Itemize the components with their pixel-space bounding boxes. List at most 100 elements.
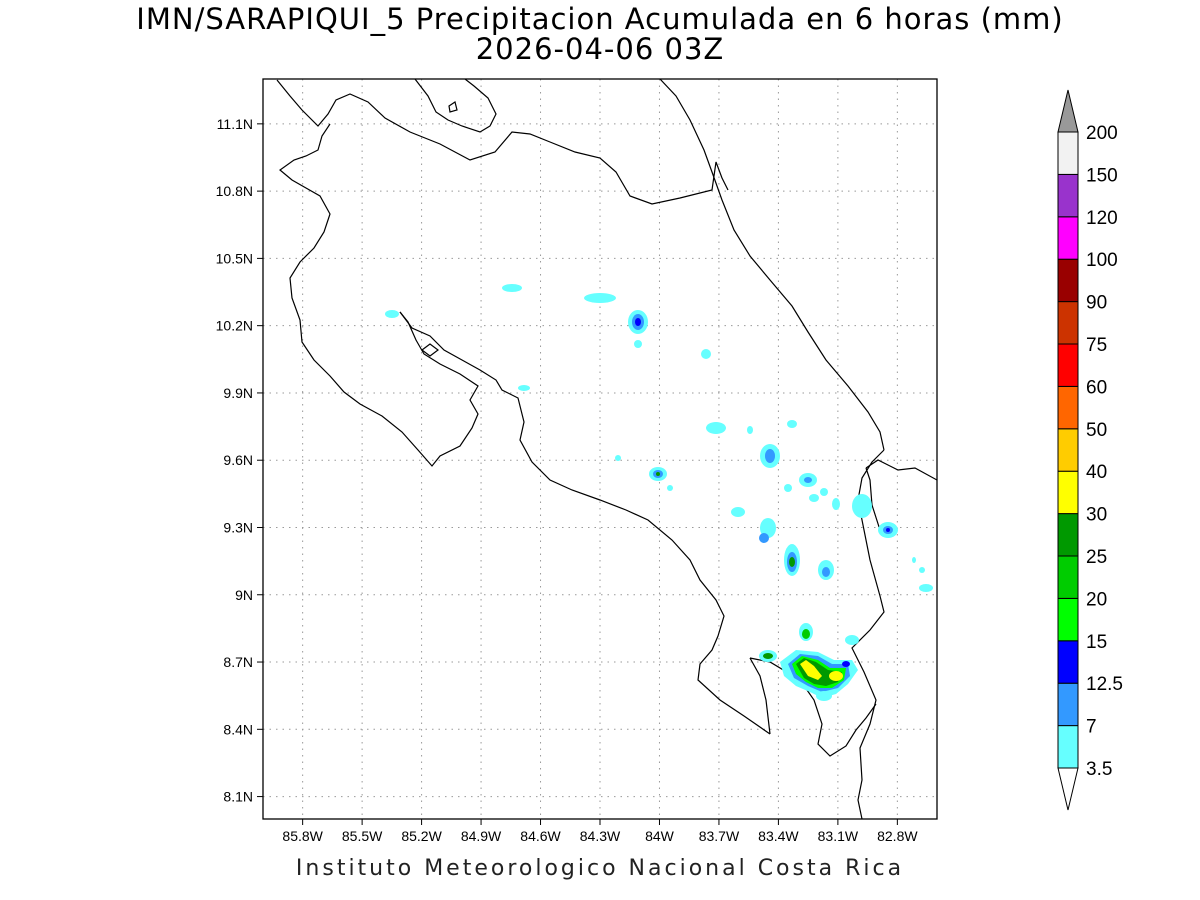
- precipitation-field: [385, 284, 933, 701]
- precip-cell: [731, 507, 745, 517]
- x-tick-label: 84.9W: [461, 828, 502, 844]
- caribbean-coast-north: [659, 79, 885, 451]
- lake-island: [448, 101, 458, 113]
- colorbar-swatch: [1057, 470, 1079, 515]
- colorbar-swatch: [1057, 258, 1079, 303]
- colorbar-swatch: [1057, 725, 1079, 769]
- panama-border: [851, 449, 885, 819]
- precip-cell: [701, 349, 711, 359]
- map-grid: [263, 79, 937, 819]
- colorbar-label: 50: [1086, 420, 1107, 441]
- x-tick-label: 84.6W: [520, 828, 561, 844]
- x-tick-label: 85.8W: [282, 828, 323, 844]
- x-tick-label: 84W: [645, 828, 675, 844]
- colorbar-label: 90: [1086, 293, 1107, 314]
- colorbar-label: 200: [1086, 123, 1118, 144]
- colorbar-label: 12.5: [1086, 674, 1123, 695]
- colorbar-label: 30: [1086, 505, 1107, 526]
- precip-cell: [919, 584, 933, 592]
- y-tick-label: 8.1N: [223, 789, 253, 805]
- precip-cell: [747, 426, 753, 434]
- precip-core: [829, 671, 843, 681]
- x-tick-label: 83.1W: [818, 828, 859, 844]
- precip-cell: [656, 472, 660, 476]
- gulf-of-nicoya: [399, 311, 771, 735]
- precip-cell: [804, 477, 812, 483]
- colorbar-label: 150: [1086, 165, 1118, 186]
- precip-cell: [635, 318, 641, 326]
- map-timestamp: 2026-04-06 03Z: [475, 32, 725, 66]
- colorbar-label: 15: [1086, 632, 1107, 653]
- caribbean-coast-south: [865, 459, 937, 481]
- colorbar-label: 3.5: [1086, 759, 1112, 780]
- osa-peninsula: [749, 657, 771, 735]
- colorbar-swatch: [1057, 513, 1079, 557]
- precip-cell: [820, 488, 828, 496]
- colorbar-label: 20: [1086, 589, 1107, 610]
- precip-cell: [789, 557, 795, 567]
- x-tick-label: 84.3W: [580, 828, 621, 844]
- colorbar-swatch: [1057, 173, 1079, 218]
- coastline-and-borders: [276, 79, 937, 819]
- precip-cell: [845, 635, 859, 645]
- colorbar-label: 60: [1086, 377, 1107, 398]
- y-tick-label: 10.8N: [216, 183, 253, 199]
- precip-cell: [518, 385, 530, 391]
- colorbar-label: 75: [1086, 335, 1107, 356]
- precip-cell: [765, 449, 775, 463]
- colorbar-swatch: [1057, 385, 1079, 430]
- panama-coast: [865, 467, 881, 531]
- y-tick-label: 9N: [235, 587, 253, 603]
- colorbar-swatch: [1057, 131, 1079, 175]
- precip-cell: [886, 528, 890, 532]
- x-tick-label: 83.7W: [699, 828, 740, 844]
- precip-cell: [634, 340, 642, 348]
- precip-core: [800, 660, 822, 680]
- colorbar-swatch: [1057, 555, 1079, 599]
- x-tick-label: 83.4W: [758, 828, 799, 844]
- precip-cell: [584, 293, 616, 303]
- colorbar-swatch: [1057, 682, 1079, 727]
- precip-cell: [816, 691, 832, 701]
- precip-cell: [802, 629, 810, 639]
- precip-cell: [787, 420, 797, 428]
- colorbar-over-arrow: [1057, 89, 1079, 133]
- nicaragua-border: [276, 79, 729, 205]
- precip-cell: [784, 484, 792, 492]
- precip-cell: [763, 653, 773, 659]
- axis-ticks: 85.8W 85.5W 85.2W 84.9W 84.6W 84.3W 84W 83.7W 83…: [216, 116, 919, 844]
- colorbar-under-arrow: [1057, 767, 1079, 811]
- x-tick-label: 82.8W: [877, 828, 918, 844]
- precip-cell: [919, 567, 925, 573]
- colorbar-label: 7: [1086, 717, 1097, 738]
- colorbar-label: 40: [1086, 462, 1107, 483]
- map-title: IMN/SARAPIQUI_5 Precipitacion Acumulada …: [136, 2, 1064, 36]
- colorbar-swatch: [1057, 301, 1079, 345]
- y-tick-label: 8.7N: [223, 654, 253, 670]
- precip-cell: [615, 455, 621, 461]
- precip-cell: [759, 533, 769, 543]
- lake-nicaragua: [414, 79, 497, 133]
- y-tick-label: 11.1N: [217, 116, 253, 132]
- y-tick-label: 9.6N: [223, 452, 253, 468]
- colorbar: 3.5 7 12.5 15 20 25 30 40 50 60 75 90 100 120 150 200: [1057, 89, 1123, 811]
- x-tick-label: 85.5W: [342, 828, 383, 844]
- y-tick-label: 10.2N: [216, 318, 253, 334]
- precip-cell: [822, 567, 830, 577]
- colorbar-swatch: [1057, 597, 1079, 642]
- precip-cell: [706, 422, 726, 434]
- precip-cell: [809, 494, 819, 502]
- precip-cell: [667, 485, 673, 491]
- pacific-coast-northwest: [279, 123, 479, 467]
- colorbar-swatch: [1057, 216, 1079, 260]
- y-tick-label: 9.3N: [223, 519, 253, 535]
- nicoya-island: [421, 343, 439, 357]
- y-tick-label: 10.5N: [216, 250, 253, 266]
- colorbar-label: 120: [1086, 208, 1118, 229]
- colorbar-label: 100: [1086, 250, 1118, 271]
- colorbar-label: 25: [1086, 547, 1107, 568]
- colorbar-swatch: [1057, 343, 1079, 387]
- colorbar-swatch: [1057, 640, 1079, 684]
- y-tick-label: 9.9N: [223, 385, 253, 401]
